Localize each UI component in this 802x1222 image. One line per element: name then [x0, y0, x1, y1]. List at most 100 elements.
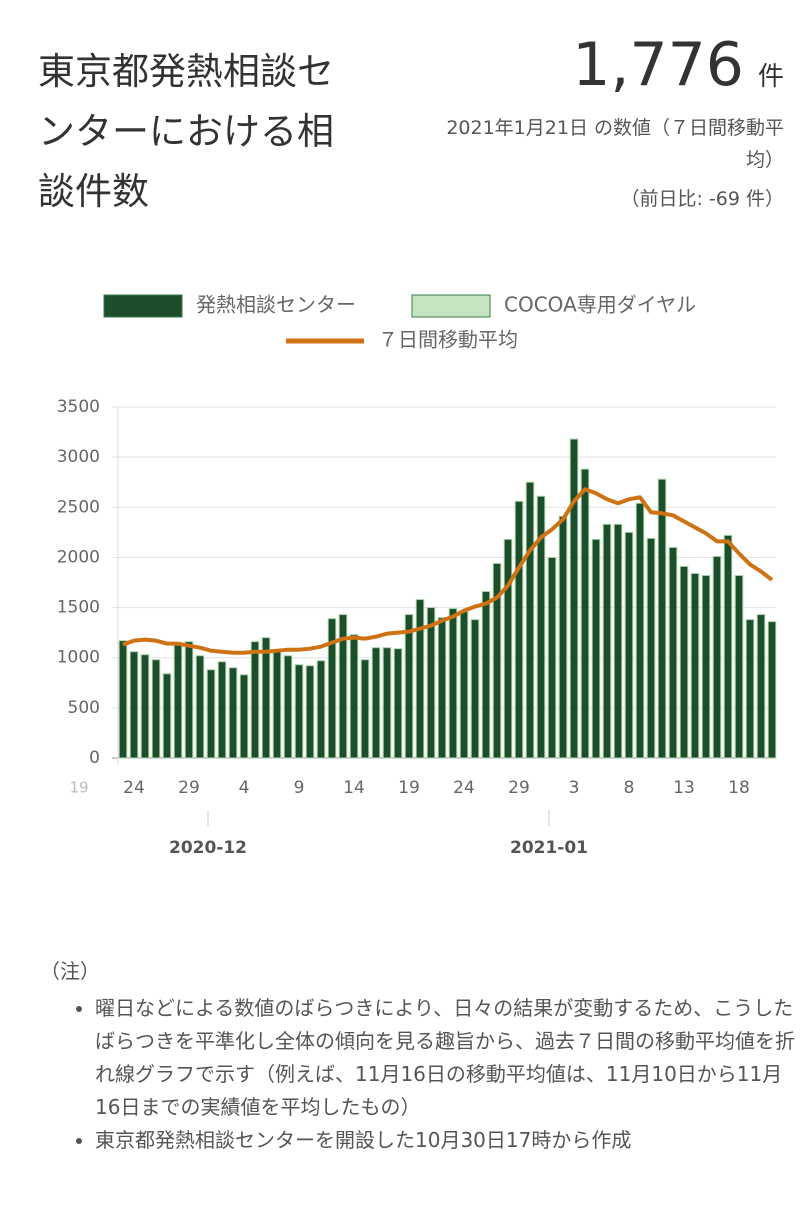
bar [140, 654, 150, 759]
bar [448, 608, 458, 759]
x-tick-label: 24 [123, 778, 145, 798]
y-tick-label: 2500 [57, 497, 100, 517]
note-item: 東京都発熱相談センターを開設した10月30日17時から作成 [95, 1124, 795, 1157]
bar [206, 669, 216, 759]
bar [393, 648, 403, 759]
bar [745, 619, 755, 759]
bar [382, 647, 392, 759]
legend-label: COCOA専用ダイヤル [504, 293, 696, 317]
x-tick-label: 19 [398, 778, 420, 798]
bar [404, 614, 414, 759]
bar [635, 502, 645, 759]
bar [668, 546, 678, 759]
bar [536, 495, 546, 759]
bar [657, 478, 667, 759]
bar [646, 537, 656, 759]
legend-label: ７日間移動平均 [378, 328, 518, 352]
x-tick-label: 13 [673, 778, 695, 798]
bar [712, 555, 722, 759]
notes-list: 曜日などによる数値のばらつきにより、日々の結果が変動するため、こうしたばらつきを… [40, 992, 795, 1157]
x-tick-label: 4 [239, 778, 250, 798]
bar [228, 667, 238, 759]
bar [151, 659, 161, 759]
bar [294, 664, 304, 759]
bar [613, 523, 623, 759]
bar [272, 651, 282, 759]
bar [701, 574, 711, 759]
chart: 0 500 1000 1500 2000 2500 3000 3500 19 24 29 4 9 14 19… [57, 293, 777, 858]
title: 東京都発熱相談センターにおける相談件数 [38, 50, 334, 213]
bar [371, 647, 381, 759]
legend-swatch [103, 294, 183, 318]
bar [437, 617, 447, 759]
bar [624, 531, 634, 759]
bar [591, 538, 601, 759]
month-label: 2021-01 [510, 838, 588, 858]
bar [580, 468, 590, 759]
bar [679, 565, 689, 759]
diff-note: （前日比: -69 件） [620, 188, 784, 210]
bar [503, 538, 513, 759]
y-tick-label: 1000 [57, 648, 100, 668]
bar [360, 659, 370, 759]
date-note: 2021年1月21日 の数値（７日間移動平均） [446, 117, 784, 171]
value: 1,776 [572, 30, 744, 100]
y-tick-label: 0 [89, 748, 100, 768]
bar [283, 655, 293, 759]
line [122, 487, 774, 655]
bar [349, 634, 359, 759]
bar [602, 523, 612, 759]
bar [327, 618, 337, 759]
bar [316, 660, 326, 759]
bar [162, 673, 172, 759]
x-tick-label: 14 [343, 778, 365, 798]
legend-label: 発熱相談センター [196, 293, 356, 317]
bar [426, 607, 436, 759]
month-label: 2020-12 [169, 838, 247, 858]
x-tick-label: 19 [69, 779, 88, 797]
x-tick-label: 24 [453, 778, 475, 798]
x-tick-label: 8 [624, 778, 635, 798]
bar [525, 481, 535, 759]
bar [723, 534, 733, 759]
bar [547, 556, 557, 759]
bar [734, 574, 744, 759]
bar [756, 614, 766, 759]
y-tick-label: 3000 [57, 447, 100, 467]
legend-swatch [411, 294, 491, 318]
bar [558, 515, 568, 759]
y-tick-label: 2000 [57, 547, 100, 567]
bar [481, 591, 491, 759]
bar [514, 500, 524, 759]
bar [250, 641, 260, 759]
bar [118, 640, 128, 759]
bar [129, 651, 139, 759]
bar [184, 641, 194, 759]
bar [195, 655, 205, 759]
bar [239, 674, 249, 759]
headline-value: 1,776 件 [572, 30, 784, 100]
notes-heading: （注） [40, 959, 100, 983]
bar [173, 642, 183, 759]
bar [569, 438, 579, 759]
unit: 件 [757, 62, 784, 92]
y-tick-label: 1500 [57, 598, 100, 618]
bar [459, 611, 469, 759]
y-tick-label: 500 [68, 698, 100, 718]
bar [261, 637, 271, 759]
bar [690, 572, 700, 759]
x-tick-label: 29 [178, 778, 200, 798]
bar [338, 614, 348, 759]
x-tick-label: 29 [508, 778, 530, 798]
x-tick-label: 18 [728, 778, 750, 798]
bar [470, 619, 480, 759]
bar [767, 621, 777, 759]
bar [305, 665, 315, 759]
note-item: 曜日などによる数値のばらつきにより、日々の結果が変動するため、こうしたばらつきを… [95, 992, 795, 1124]
bar [217, 661, 227, 759]
notes: （注） 曜日などによる数値のばらつきにより、日々の結果が変動するため、こうしたば… [40, 955, 795, 1157]
bar [415, 599, 425, 759]
y-tick-label: 3500 [57, 397, 100, 417]
bar [492, 562, 502, 759]
